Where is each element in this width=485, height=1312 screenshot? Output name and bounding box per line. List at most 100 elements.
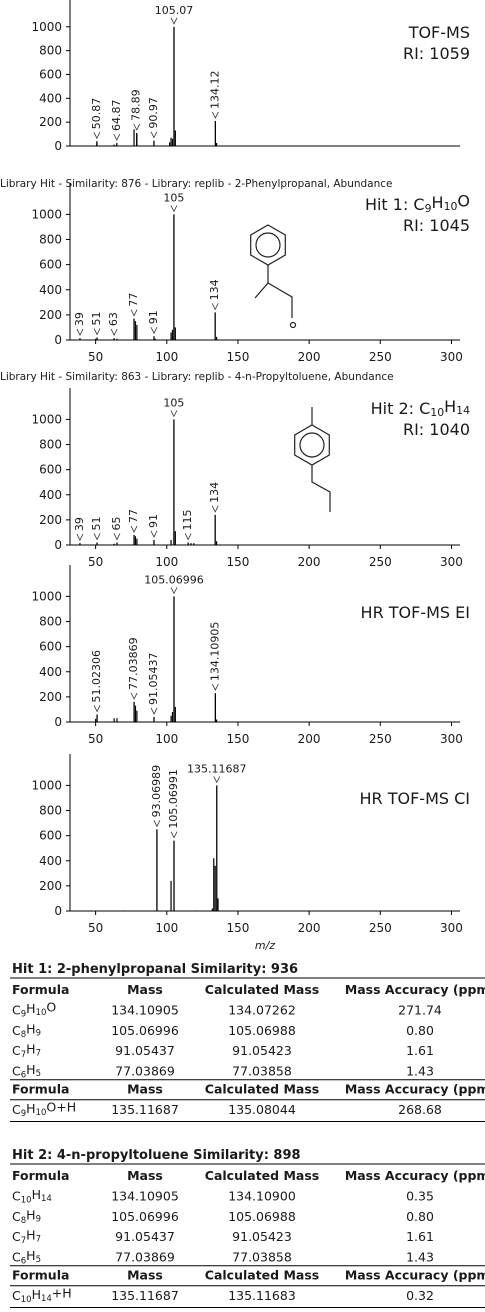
y-tick-label: 0 — [54, 139, 62, 153]
peak-label: 134 — [208, 482, 221, 503]
peak-marker — [130, 525, 138, 533]
peak-marker — [93, 705, 101, 713]
table-cell: C8H9 — [12, 1021, 41, 1039]
table-cell: C10H14+H — [12, 1285, 72, 1305]
peak-marker — [130, 309, 138, 317]
peak-marker — [113, 133, 121, 141]
peak-label: 93.06989 — [150, 765, 163, 818]
table-title: Hit 1: 2-phenylpropanal Similarity: 936 — [12, 962, 298, 977]
panel-annotation: HR TOF-MS EI — [361, 603, 470, 622]
peak-marker — [93, 328, 101, 336]
table-cell: 105.06996 — [111, 1208, 179, 1223]
table-cell: 1.61 — [406, 1229, 434, 1244]
table-cell: C9H10O+H — [12, 1099, 76, 1119]
table-cell: C8H9 — [12, 1207, 41, 1225]
y-tick-label: 600 — [39, 828, 62, 842]
y-tick-label: 600 — [39, 462, 62, 476]
table-header: Formula — [12, 1168, 69, 1183]
table-cell: 1.61 — [406, 1043, 434, 1058]
table-cell: 105.06988 — [228, 1208, 296, 1223]
structure-2-phenylpropanal — [250, 224, 297, 329]
table-title: Hit 2: 4-n-propyltoluene Similarity: 898 — [12, 1148, 301, 1163]
y-tick-label: 400 — [39, 664, 62, 678]
y-tick-label: 800 — [39, 437, 62, 451]
panel-title: Library Hit - Similarity: 876 - Library:… — [0, 178, 393, 190]
table-cell: 91.05423 — [232, 1043, 292, 1058]
table-cell: 1.43 — [406, 1249, 434, 1264]
x-tick-label: 50 — [88, 350, 103, 364]
panel-annotation: Hit 1: C9H10O — [365, 191, 470, 215]
table-cell: C6H5 — [12, 1062, 41, 1080]
x-tick-label: 100 — [155, 555, 178, 569]
panel-annotation: RI: 1040 — [403, 420, 470, 439]
table-cell: 0.32 — [406, 1288, 434, 1303]
table-cell: 135.11687 — [111, 1102, 179, 1117]
panel-annotation: Hit 2: C10H14 — [371, 397, 470, 419]
table-header: Mass Accuracy (ppm) — [345, 1081, 485, 1096]
x-tick-label: 250 — [369, 350, 392, 364]
table-header: Mass Accuracy (ppm) — [345, 1168, 485, 1183]
peak-marker — [213, 776, 221, 784]
table-cell: 1.43 — [406, 1063, 434, 1078]
table-header: Formula — [12, 1267, 69, 1282]
peak-marker — [211, 111, 219, 119]
y-tick-label: 800 — [39, 803, 62, 817]
table-cell: 0.80 — [406, 1022, 434, 1037]
x-tick-label: 150 — [227, 732, 250, 746]
peak-marker — [170, 205, 178, 213]
table-cell: 268.68 — [398, 1102, 442, 1117]
peak-label: 105.06991 — [167, 769, 180, 829]
y-tick-label: 1000 — [31, 778, 62, 792]
table-cell: 271.74 — [398, 1002, 442, 1017]
peak-marker — [150, 131, 158, 139]
x-tick-label: 300 — [440, 555, 463, 569]
peak-label: 39 — [73, 517, 86, 531]
x-tick-label: 150 — [227, 921, 250, 935]
table-cell: C7H7 — [12, 1041, 41, 1059]
peak-label: 50.87 — [90, 98, 103, 130]
peak-marker — [130, 692, 138, 700]
y-tick-label: 200 — [39, 307, 62, 321]
table-cell: 0.80 — [406, 1208, 434, 1223]
y-tick-label: 0 — [54, 715, 62, 729]
y-tick-label: 0 — [54, 538, 62, 552]
peak-label: 105 — [163, 396, 184, 409]
table-cell: C6H5 — [12, 1248, 41, 1266]
panel-annotation: TOF-MS — [408, 23, 470, 42]
table-header: Calculated Mass — [205, 1081, 319, 1096]
panel-annotation: RI: 1045 — [403, 216, 470, 235]
peak-marker — [184, 533, 192, 541]
peak-label: 51.02306 — [90, 650, 103, 703]
x-tick-label: 50 — [88, 555, 103, 569]
x-tick-label: 200 — [298, 921, 321, 935]
panel-title: Library Hit - Similarity: 863 - Library:… — [0, 371, 394, 383]
y-tick-label: 400 — [39, 282, 62, 296]
peak-marker — [76, 328, 84, 337]
peak-marker — [93, 132, 101, 140]
table-header: Mass Accuracy (ppm) — [345, 982, 485, 997]
y-tick-label: 600 — [39, 639, 62, 653]
table-header: Calculated Mass — [205, 1168, 319, 1183]
table-cell: 105.06996 — [111, 1022, 179, 1037]
y-tick-label: 800 — [39, 614, 62, 628]
peak-marker — [211, 303, 219, 311]
structure-4-n-propyltoluene — [294, 407, 331, 512]
peak-marker — [113, 533, 121, 541]
x-tick-label: 100 — [155, 921, 178, 935]
table-cell: C9H10O — [12, 999, 56, 1019]
peak-label: 91 — [147, 514, 160, 528]
peak-marker — [150, 327, 158, 335]
peak-marker — [170, 587, 178, 595]
x-tick-label: 200 — [298, 555, 321, 569]
table-header: Mass — [127, 982, 163, 997]
table-header: Mass Accuracy (ppm) — [345, 1267, 485, 1282]
y-tick-label: 0 — [54, 904, 62, 918]
peak-label: 63 — [107, 312, 120, 326]
peak-label: 105.06996 — [144, 573, 204, 586]
peak-marker — [76, 533, 84, 542]
table-header: Formula — [12, 1081, 69, 1096]
y-tick-label: 200 — [39, 512, 62, 526]
peak-marker — [150, 707, 158, 715]
y-tick-label: 200 — [39, 689, 62, 703]
x-tick-label: 150 — [227, 350, 250, 364]
